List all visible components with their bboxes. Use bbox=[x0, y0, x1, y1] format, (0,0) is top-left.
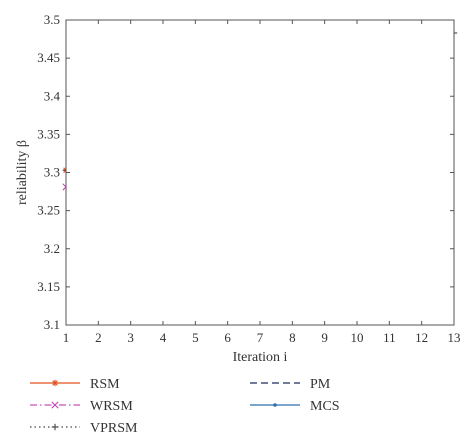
legend-item-mcs: MCS bbox=[250, 399, 340, 414]
x-tick-label: 10 bbox=[351, 330, 364, 345]
x-tick-label: 12 bbox=[415, 330, 428, 345]
legend-item-wrsm: WRSM bbox=[30, 399, 133, 414]
x-tick-label: 13 bbox=[448, 330, 461, 345]
legend-label-wrsm: WRSM bbox=[90, 399, 133, 414]
y-tick-label: 3.2 bbox=[44, 241, 60, 256]
y-tick-label: 3.3 bbox=[44, 165, 60, 180]
legend-label-rsm: RSM bbox=[90, 377, 120, 392]
y-tick-label: 3.35 bbox=[37, 126, 60, 141]
legend-item-vprsm: VPRSM bbox=[30, 421, 138, 436]
y-axis-title: reliability β bbox=[15, 140, 30, 205]
legend-marker-rsm bbox=[51, 379, 59, 387]
legend-label-pm: PM bbox=[310, 377, 331, 392]
y-tick-label: 3.1 bbox=[44, 317, 60, 332]
x-tick-label: 11 bbox=[383, 330, 396, 345]
y-tick-label: 3.15 bbox=[37, 279, 60, 294]
x-tick-label: 7 bbox=[257, 330, 264, 345]
x-tick-label: 4 bbox=[160, 330, 167, 345]
plot-frame bbox=[65, 19, 455, 326]
x-tick-label: 5 bbox=[192, 330, 199, 345]
y-tick-label: 3.25 bbox=[37, 203, 60, 218]
axes: 1 2 3 4 5 6 7 8 9 10 11 12 133.13.153.23.253.33.353.… bbox=[15, 12, 461, 365]
y-tick-label: 3.5 bbox=[44, 12, 60, 27]
x-tick-label: 1 bbox=[63, 330, 70, 345]
x-axis-title: Iteration i bbox=[233, 350, 288, 365]
x-tick-label: 2 bbox=[95, 330, 102, 345]
x-tick-label: 6 bbox=[224, 330, 231, 345]
x-tick-label: 8 bbox=[289, 330, 296, 345]
legend: RSM PM WRSM MCS VPRSM bbox=[30, 377, 340, 436]
y-tick-label: 3.45 bbox=[37, 50, 60, 65]
legend-marker-mcs bbox=[273, 403, 277, 407]
legend-item-pm: PM bbox=[250, 377, 331, 392]
x-tick-label: 3 bbox=[127, 330, 134, 345]
legend-marker-wrsm bbox=[51, 401, 59, 409]
legend-marker-vprsm bbox=[51, 423, 59, 431]
legend-label-vprsm: VPRSM bbox=[90, 421, 138, 436]
y-tick-label: 3.4 bbox=[44, 88, 61, 103]
x-tick-label: 9 bbox=[321, 330, 328, 345]
legend-label-mcs: MCS bbox=[310, 399, 340, 414]
legend-item-rsm: RSM bbox=[30, 377, 120, 392]
